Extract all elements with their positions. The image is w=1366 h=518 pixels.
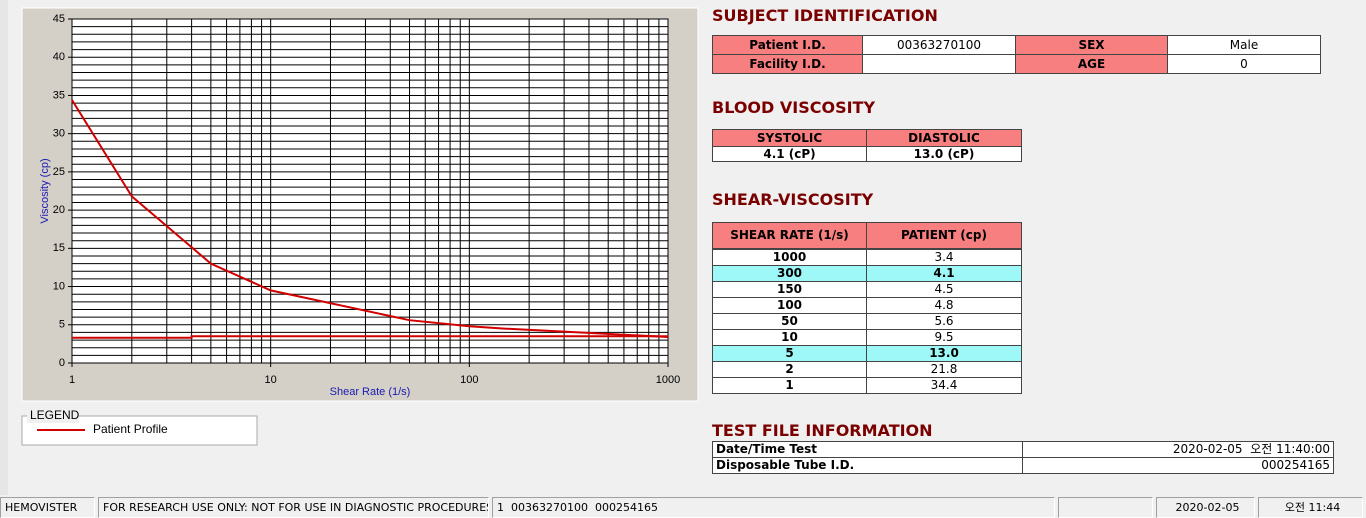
table-cell: 1: [712, 377, 867, 394]
table-cell: 1000: [712, 249, 867, 266]
status-cell: 오전 11:44: [1258, 497, 1363, 518]
status-cell: HEMOVISTER: [0, 497, 95, 518]
x-tick-label: 100: [460, 374, 478, 386]
y-tick-label: 35: [53, 89, 65, 101]
table-cell: Male: [1167, 35, 1321, 55]
y-tick-label: 5: [59, 319, 65, 331]
legend-title-bg: [27, 409, 79, 423]
data-line: [71, 99, 669, 339]
plot-border: [71, 18, 669, 364]
data-line: [72, 335, 668, 339]
status-cell: [1058, 497, 1153, 518]
plot-area: [72, 19, 668, 363]
y-tick-label: 40: [53, 51, 65, 63]
table-cell: 00363270100: [862, 35, 1016, 55]
table-cell: 5.6: [866, 313, 1022, 330]
table-cell: 4.1 (cP): [712, 146, 867, 162]
table-cell: 000254165: [1022, 457, 1334, 474]
table-cell: 13.0: [866, 345, 1022, 362]
table-cell: 4.5: [866, 281, 1022, 298]
y-tick-label: 45: [53, 13, 65, 25]
table-cell: [862, 54, 1016, 74]
y-axis-label: Viscosity (cp): [39, 158, 51, 223]
legend-label: Patient Profile: [93, 422, 168, 436]
y-tick-label: 15: [53, 242, 65, 254]
section-title: SUBJECT IDENTIFICATION: [712, 6, 938, 25]
x-tick-label: 10: [265, 374, 277, 386]
table-header: SYSTOLIC: [712, 129, 867, 147]
table-cell: 150: [712, 281, 867, 298]
table-cell: 4.1: [866, 265, 1022, 282]
table-cell: 0: [1167, 54, 1321, 74]
table-header: SHEAR RATE (1/s): [712, 222, 867, 249]
x-axis-label: Shear Rate (1/s): [330, 386, 411, 398]
y-tick-label: 30: [53, 128, 65, 140]
chart: LEGEND Shear Rate (1/s) Viscosity (cp) 0…: [0, 0, 699, 495]
table-cell: Patient I.D.: [712, 35, 863, 55]
table-header: PATIENT (cp): [866, 222, 1022, 249]
table-cell: 5: [712, 345, 867, 362]
y-tick-label: 20: [53, 204, 65, 216]
y-tick-label: 0: [59, 357, 65, 369]
x-tick-label: 1000: [656, 374, 680, 386]
section-title: TEST FILE INFORMATION: [712, 421, 933, 440]
table-cell: 9.5: [866, 329, 1022, 346]
table-cell: 34.4: [866, 377, 1022, 394]
table-cell: AGE: [1015, 54, 1168, 74]
table-header: DIASTOLIC: [866, 129, 1022, 147]
table-cell: 4.8: [866, 297, 1022, 314]
table-cell: Facility I.D.: [712, 54, 863, 74]
table-cell: 100: [712, 297, 867, 314]
table-cell: 13.0 (cP): [866, 146, 1022, 162]
table-cell: 50: [712, 313, 867, 330]
status-cell: FOR RESEARCH USE ONLY: NOT FOR USE IN DI…: [98, 497, 489, 518]
table-cell: Disposable Tube I.D.: [712, 457, 1023, 474]
section-title: SHEAR-VISCOSITY: [712, 190, 874, 209]
table-cell: SEX: [1015, 35, 1168, 55]
x-tick-label: 1: [69, 374, 75, 386]
y-tick-label: 10: [53, 280, 65, 292]
table-cell: 2: [712, 361, 867, 378]
table-cell: 21.8: [866, 361, 1022, 378]
section-title: BLOOD VISCOSITY: [712, 98, 876, 117]
legend-title: LEGEND: [30, 408, 80, 422]
table-cell: 10: [712, 329, 867, 346]
table-cell: 300: [712, 265, 867, 282]
table-cell: 3.4: [866, 249, 1022, 266]
side-strip: [0, 0, 8, 495]
status-cell: 2020-02-05: [1156, 497, 1255, 518]
table-cell: 2020-02-05 오전 11:40:00: [1022, 441, 1334, 458]
y-tick-label: 25: [53, 166, 65, 178]
table-cell: Date/Time Test: [712, 441, 1023, 458]
status-cell: 1 00363270100 000254165: [492, 497, 1055, 518]
